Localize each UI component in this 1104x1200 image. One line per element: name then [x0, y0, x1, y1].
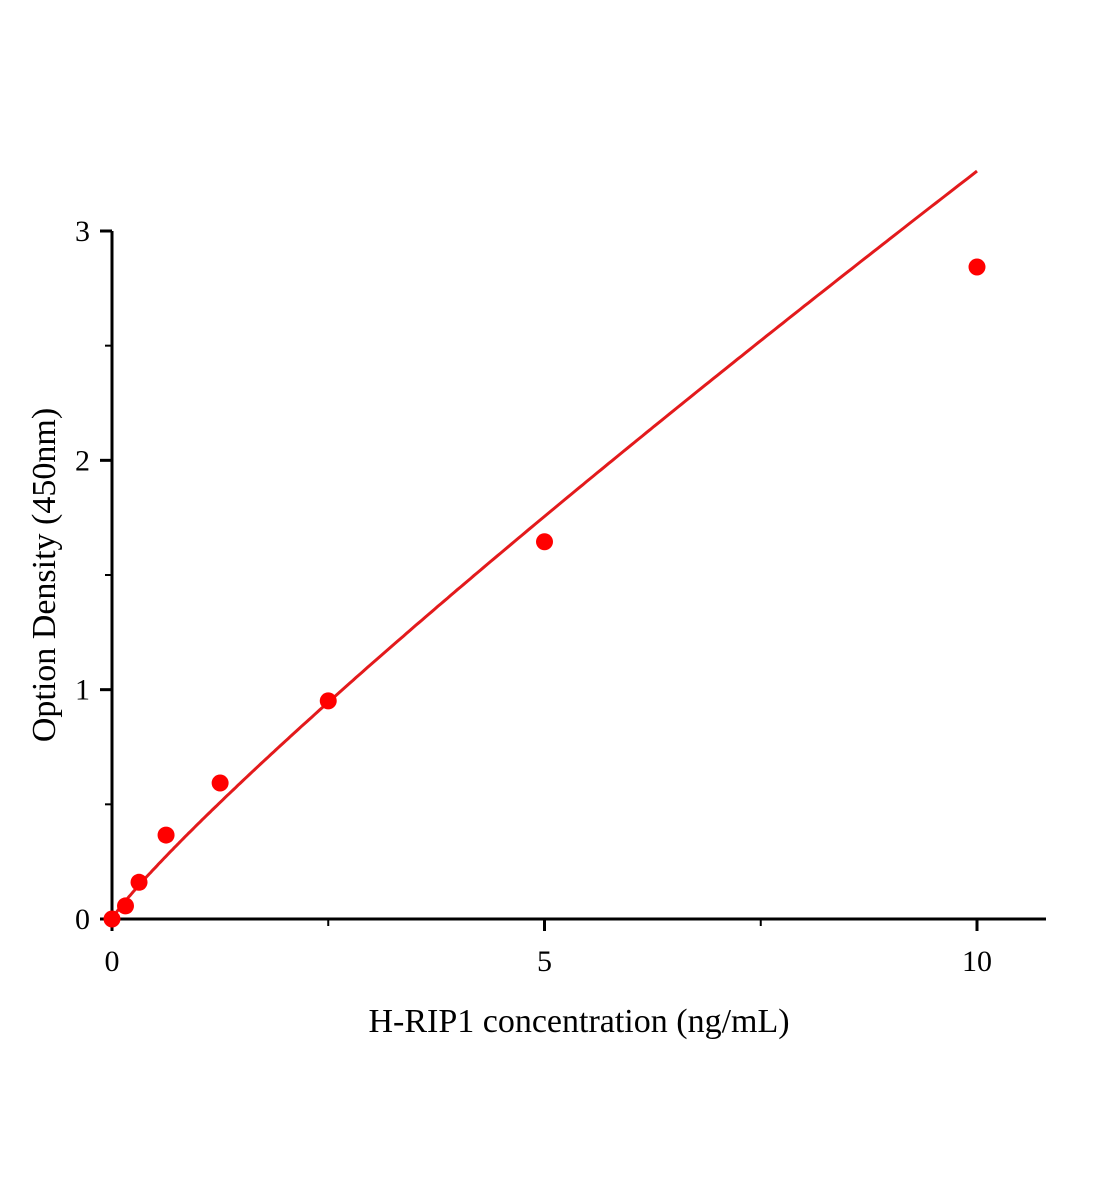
y-axis-label: Option Density (450nm) [26, 408, 63, 742]
data-points [103, 258, 986, 928]
fit-curve [110, 169, 978, 920]
x-tick-label: 0 [105, 945, 120, 978]
data-point [319, 692, 337, 710]
x-tick-label: 10 [962, 945, 992, 978]
y-tick-label: 1 [75, 674, 90, 707]
data-point [211, 774, 229, 792]
y-tick-label: 0 [75, 903, 90, 936]
y-tick-label: 2 [75, 444, 90, 477]
data-point [157, 826, 175, 844]
data-point [116, 897, 134, 915]
axes: 0 5 10 0 1 2 3 [75, 215, 1046, 978]
y-tick-label: 3 [75, 215, 90, 248]
data-point [968, 258, 986, 276]
data-point [130, 873, 148, 891]
data-point [103, 910, 121, 928]
data-point [536, 533, 553, 551]
x-axis-label: H-RIP1 concentration (ng/mL) [368, 1003, 789, 1040]
x-tick-label: 5 [537, 945, 552, 978]
